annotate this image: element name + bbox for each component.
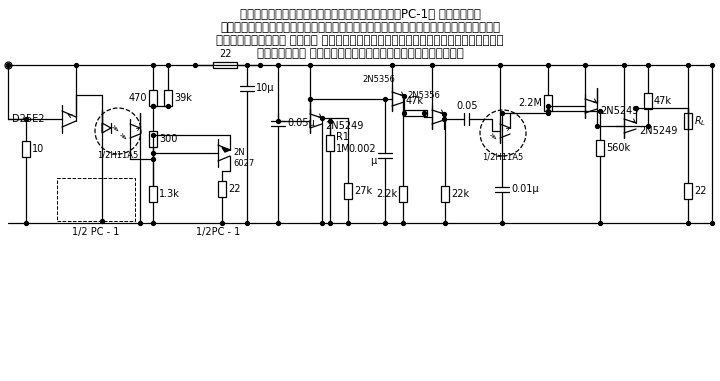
Text: R1
1M: R1 1M (336, 132, 351, 154)
Bar (326, 135, 334, 151)
Bar (441, 186, 449, 202)
Text: 39k: 39k (174, 93, 192, 103)
Text: 1/2H11A5: 1/2H11A5 (97, 150, 139, 159)
Bar (684, 183, 692, 199)
Text: 22: 22 (219, 49, 231, 59)
Bar (218, 181, 226, 197)
Text: 2N
6027: 2N 6027 (233, 148, 254, 168)
Text: 1/2H11A5: 1/2H11A5 (482, 152, 523, 161)
Text: 2N5356: 2N5356 (407, 91, 440, 99)
Text: 0.05μ: 0.05μ (287, 118, 315, 128)
Text: $R_L$: $R_L$ (694, 114, 706, 128)
Text: 0.05: 0.05 (456, 101, 478, 111)
Text: 2N5249: 2N5249 (325, 121, 364, 131)
Text: 47k: 47k (406, 96, 424, 106)
Bar (403, 110, 427, 116)
Text: 1/2 PC - 1: 1/2 PC - 1 (72, 227, 120, 237)
Text: 300: 300 (159, 134, 177, 144)
Text: 22: 22 (694, 186, 706, 196)
Bar (544, 95, 552, 111)
Text: 2N5356: 2N5356 (362, 75, 395, 83)
Bar (57, 178, 135, 221)
Text: 1.3k: 1.3k (159, 189, 180, 199)
Bar (149, 131, 157, 147)
Bar (164, 90, 172, 106)
Text: 560k: 560k (606, 143, 630, 153)
Text: 1/2PC - 1: 1/2PC - 1 (196, 227, 240, 237)
Bar (149, 186, 157, 202)
Text: 截止，并通过放大和第 二对红外 二极管和光敏晶体管对以及功率放大传递至负载（报警装置: 截止，并通过放大和第 二对红外 二极管和光敏晶体管对以及功率放大传递至负载（报警… (216, 34, 504, 46)
Bar (644, 93, 652, 109)
Bar (399, 186, 407, 202)
Bar (596, 140, 604, 156)
Text: 光敏晶体管对。当有物体或目标阻挡二极管光照射到光敏晶体管时，光敏晶体管由导通变为: 光敏晶体管对。当有物体或目标阻挡二极管光照射到光敏晶体管时，光敏晶体管由导通变为 (220, 21, 500, 34)
Text: 2.2k: 2.2k (376, 189, 397, 199)
Bar (684, 113, 692, 129)
Polygon shape (222, 147, 230, 152)
Text: 22: 22 (228, 184, 240, 194)
Text: 0.002
μ: 0.002 μ (348, 144, 376, 166)
Text: D25E2: D25E2 (12, 114, 44, 124)
Text: 10μ: 10μ (256, 83, 274, 93)
Bar (149, 90, 157, 106)
Text: 22k: 22k (451, 189, 469, 199)
Text: 27k: 27k (354, 186, 372, 196)
Text: 47k: 47k (654, 96, 672, 106)
Text: 2N5249: 2N5249 (639, 126, 678, 136)
Text: 2.2M: 2.2M (518, 98, 542, 108)
Bar (22, 141, 30, 157)
Bar (344, 183, 352, 199)
Bar (213, 62, 237, 68)
Text: 或信号灯）。第 二对红外二极管和光敏晶体管对起失效保险作用。: 或信号灯）。第 二对红外二极管和光敏晶体管对起失效保险作用。 (256, 46, 464, 59)
Text: 2N5249: 2N5249 (600, 106, 639, 116)
Text: 10: 10 (32, 144, 44, 154)
Text: 所示电路可以在较长距离内传输被检测目标的信号。PC-1是 红外二极管和: 所示电路可以在较长距离内传输被检测目标的信号。PC-1是 红外二极管和 (240, 8, 480, 21)
Text: 470: 470 (128, 93, 147, 103)
Text: 0.01μ: 0.01μ (511, 184, 539, 194)
